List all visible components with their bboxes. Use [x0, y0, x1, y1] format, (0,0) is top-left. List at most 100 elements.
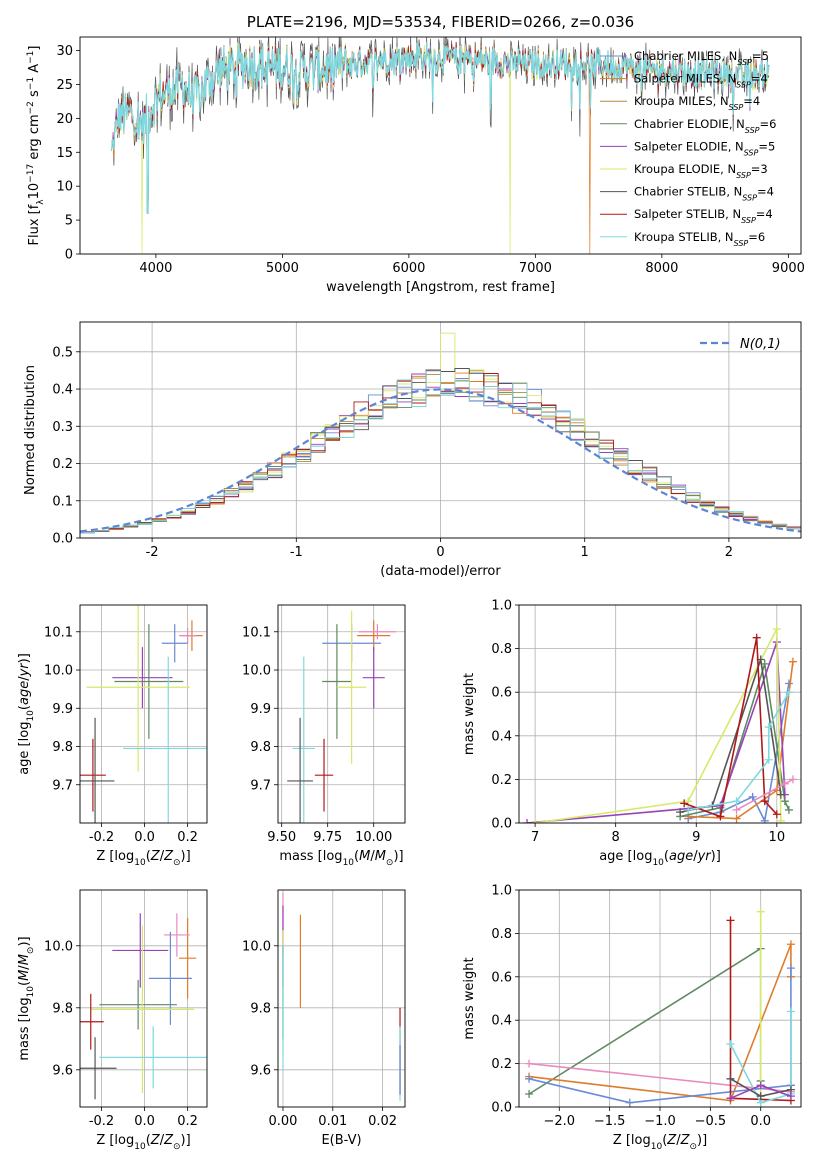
y-tick-label: 0.4 — [52, 383, 73, 398]
weight-line — [534, 628, 782, 823]
weight-marker — [756, 1081, 765, 1090]
age-vs-mass-panel: 9.50 9.75 10.00 9.7 9.8 9.9 10.0 10.1 mass [log1… — [242, 604, 406, 868]
x-axis-label: E(B-V) — [321, 1133, 361, 1148]
y-tick-label: 9.9 — [250, 702, 271, 717]
mass-vs-metallicity-panel: -0.2 0.0 0.2 9.6 9.8 10.0 Z [log10(Z/Z⊙)] mass … — [17, 889, 208, 1152]
weight-marker — [760, 797, 769, 806]
x-axis-label: mass [log10(M/M⊙)] — [279, 849, 403, 868]
weight-marker — [772, 624, 781, 633]
weight-marker — [732, 814, 741, 823]
x-tick-label: -0.2 — [89, 1114, 114, 1129]
x-tick-label: 0.01 — [318, 1114, 347, 1129]
y-tick-label: 25 — [56, 78, 73, 93]
y-tick-label: 9.7 — [52, 778, 73, 793]
weight-marker — [764, 723, 773, 732]
x-tick-label: 7 — [531, 830, 539, 845]
weight-marker — [726, 1040, 735, 1049]
weight-marker — [525, 1059, 534, 1068]
y-axis-label: mass weight — [462, 957, 477, 1039]
x-tick-label: 6000 — [392, 261, 425, 276]
legend-entry: Chabrier STELIB, NSSP=4 — [634, 185, 774, 203]
x-tick-label: 9 — [692, 830, 700, 845]
histogram-kroupa-stelib — [80, 370, 801, 533]
weight-marker — [523, 819, 532, 823]
y-tick-label: 9.9 — [52, 702, 73, 717]
weight-marker — [780, 779, 789, 788]
axes-frame — [277, 889, 406, 1108]
x-tick-label: 7000 — [519, 261, 552, 276]
y-tick-label: 9.8 — [52, 740, 73, 755]
y-tick-label: 0.0 — [491, 1101, 512, 1116]
y-tick-label: 30 — [56, 44, 73, 59]
y-tick-label: 9.8 — [250, 740, 271, 755]
x-tick-label: 1 — [581, 545, 589, 560]
x-tick-label: −1.0 — [644, 1114, 676, 1129]
axes-frame — [518, 604, 802, 824]
weight-marker — [784, 679, 793, 688]
normal-curve — [80, 388, 801, 533]
weight-marker — [756, 1092, 765, 1101]
x-tick-label: 10.00 — [355, 830, 392, 845]
weight-marker — [716, 812, 725, 821]
x-tick-label: −0.5 — [695, 1114, 727, 1129]
mass-weight-vs-metallicity-panel: −2.0 −1.5 −1.0 −0.5 0.0 0.0 0.2 0.4 0.6 0.8 1.0 Z [… — [462, 884, 802, 1152]
y-tick-label: 9.6 — [52, 1063, 73, 1078]
y-tick-label: 0.1 — [52, 494, 73, 509]
y-tick-label: 10.1 — [44, 625, 73, 640]
weight-marker — [525, 1089, 534, 1098]
weight-line — [683, 637, 778, 818]
legend-entry: N(0,1) — [740, 337, 781, 352]
x-tick-label: 0.2 — [177, 830, 198, 845]
plot-area — [80, 605, 207, 823]
legend-entry: Chabrier ELODIE, NSSP=6 — [634, 117, 776, 135]
weight-line — [729, 1011, 792, 1104]
weight-marker — [726, 1094, 735, 1103]
y-tick-label: 0.8 — [491, 927, 512, 942]
plot-area — [111, 37, 770, 254]
y-tick-label: 10.0 — [44, 664, 73, 679]
x-axis-label: Z [log10(Z/Z⊙)] — [613, 1133, 707, 1152]
weight-marker — [684, 805, 693, 814]
y-axis-label: mass weight — [462, 673, 477, 755]
y-tick-label: 0.4 — [491, 729, 512, 744]
plot-area — [523, 624, 797, 823]
weight-marker — [732, 797, 741, 806]
y-tick-label: 15 — [56, 146, 73, 161]
weight-marker — [752, 633, 761, 642]
weight-marker — [776, 790, 785, 799]
legend-entry: Kroupa STELIB, NSSP=6 — [634, 230, 765, 248]
weight-line — [527, 641, 786, 823]
y-tick-label: 0.6 — [491, 970, 512, 985]
y-tick-label: 0 — [65, 248, 73, 263]
weight-marker — [776, 816, 785, 823]
weight-marker — [684, 797, 693, 806]
weight-marker — [726, 916, 735, 925]
weight-marker — [756, 907, 765, 916]
plot-area — [80, 332, 801, 534]
axes-frame — [79, 36, 802, 255]
weight-marker — [625, 1098, 634, 1107]
legend: Chabrier MILES, NSSP=5 Salpeter MILES, NS… — [600, 49, 776, 247]
x-tick-label: 10 — [769, 830, 786, 845]
y-tick-label: 1.0 — [491, 884, 512, 899]
x-tick-label: 0.0 — [134, 1114, 155, 1129]
y-tick-label: 10.1 — [242, 625, 271, 640]
y-tick-label: 0.2 — [491, 1057, 512, 1072]
x-tick-label: 4000 — [139, 261, 172, 276]
y-tick-label: 0.3 — [52, 420, 73, 435]
x-tick-label: 8000 — [645, 261, 678, 276]
weight-marker — [764, 755, 773, 764]
x-axis-label: Z [log10(Z/Z⊙)] — [96, 1133, 190, 1152]
y-tick-label: 0.5 — [52, 345, 73, 360]
weight-marker — [680, 799, 689, 808]
x-tick-label: 0 — [436, 545, 444, 560]
x-axis-label: Z [log10(Z/Z⊙)] — [96, 849, 190, 868]
legend: N(0,1) — [700, 337, 781, 352]
age-vs-metallicity-panel: -0.2 0.0 0.2 9.7 9.8 9.9 10.0 10.1 Z [log10(Z/Z⊙… — [17, 604, 208, 868]
legend-entry: Chabrier MILES, NSSP=5 — [634, 49, 769, 67]
y-tick-label: 0.2 — [52, 457, 73, 472]
y-tick-label: 9.6 — [250, 1063, 271, 1078]
axes-frame — [79, 321, 802, 539]
plot-area — [282, 893, 401, 1101]
